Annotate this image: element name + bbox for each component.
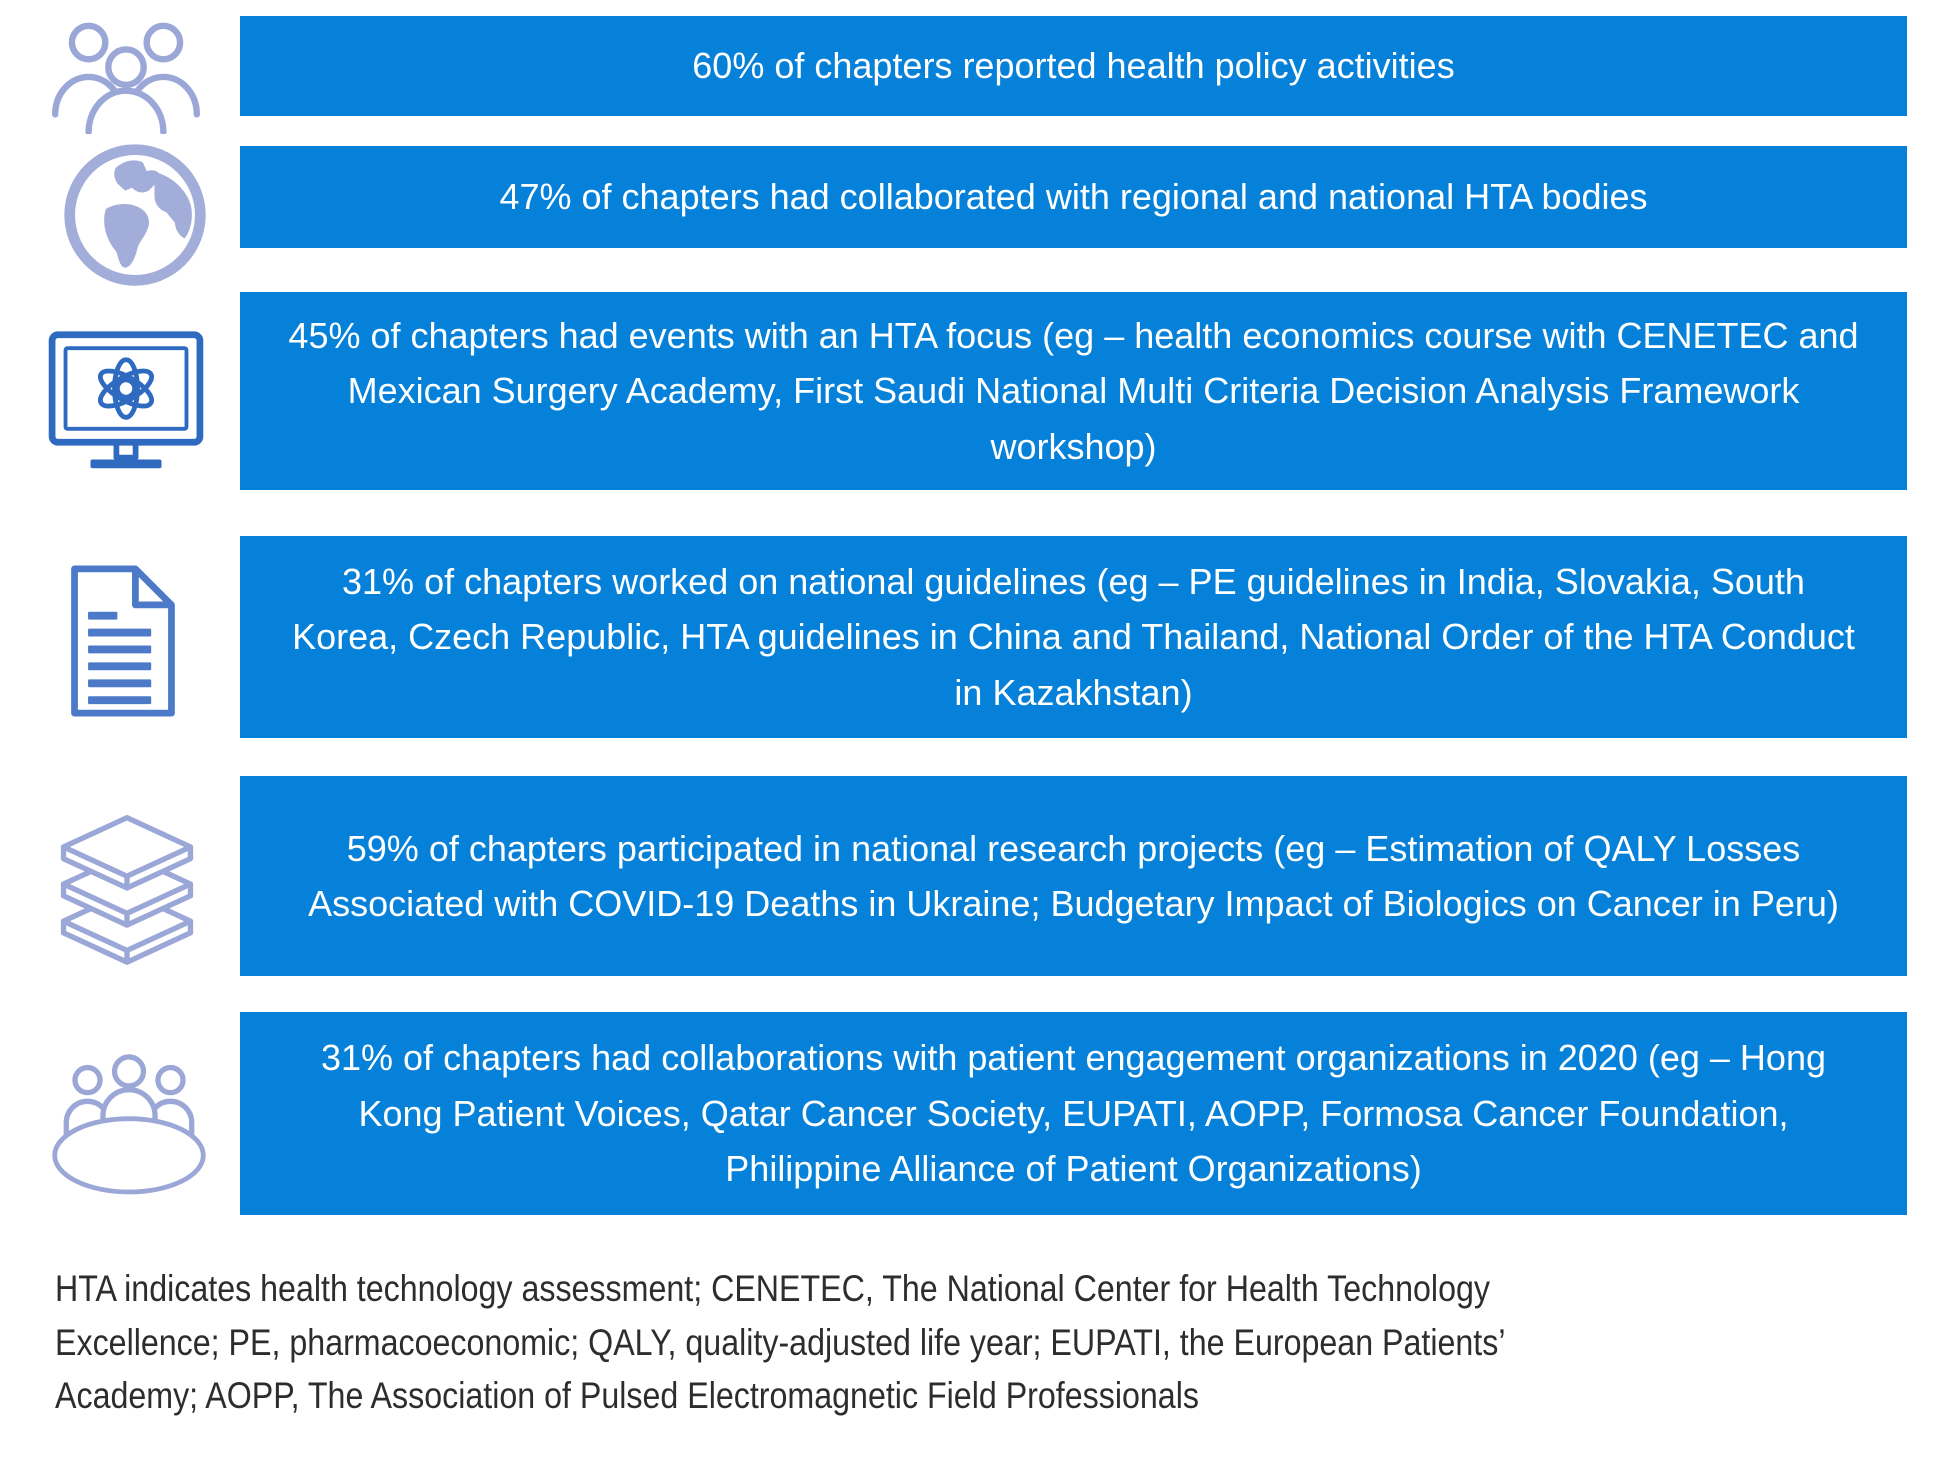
stat-banner: 59% of chapters participated in national…: [240, 776, 1907, 976]
books-icon: [42, 806, 212, 966]
globe-icon: [55, 136, 215, 294]
stat-banner: 31% of chapters had collaborations with …: [240, 1012, 1907, 1215]
stat-banner: 60% of chapters reported health policy a…: [240, 16, 1907, 116]
stat-text: 45% of chapters had events with an HTA f…: [288, 314, 1859, 467]
stat-text: 31% of chapters worked on national guide…: [292, 560, 1855, 713]
meeting-icon: [45, 1046, 213, 1202]
team-icon: [42, 14, 210, 136]
abbreviation-footnote: HTA indicates health technology assessme…: [55, 1268, 1505, 1417]
stat-text: 60% of chapters reported health policy a…: [692, 45, 1455, 87]
stat-banner: 31% of chapters worked on national guide…: [240, 536, 1907, 738]
document-icon: [58, 556, 188, 726]
stat-banner: 47% of chapters had collaborated with re…: [240, 146, 1907, 248]
stat-banner: 45% of chapters had events with an HTA f…: [240, 292, 1907, 490]
stat-text: 47% of chapters had collaborated with re…: [499, 176, 1648, 218]
stat-text: 59% of chapters participated in national…: [308, 827, 1839, 924]
stat-text: 31% of chapters had collaborations with …: [320, 1037, 1826, 1190]
monitor-atom-icon: [42, 328, 210, 474]
